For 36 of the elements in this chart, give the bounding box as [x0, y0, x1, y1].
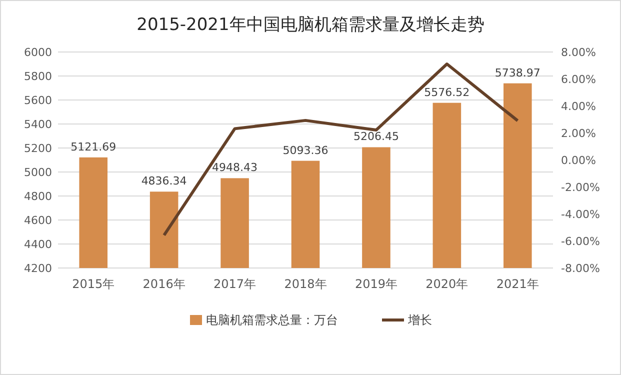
- y-tick-label: 4600: [24, 214, 52, 227]
- text: 4836.34: [141, 174, 187, 188]
- x-tick-label: 2018年: [284, 277, 327, 291]
- y-tick-label: 5400: [24, 118, 52, 131]
- text: 4948.43: [212, 161, 258, 174]
- y-tick-label: 6000: [24, 46, 52, 59]
- y-tick-label: 5000: [24, 166, 52, 179]
- y2-tick-label: 8.00%: [561, 46, 596, 59]
- y-tick-label: 5600: [24, 94, 52, 107]
- text: 5121.69: [70, 140, 116, 154]
- y2-tick-label: 6.00%: [561, 72, 596, 86]
- y2-tick-label: 2.00%: [561, 126, 596, 140]
- legend-label: 增长: [407, 313, 432, 328]
- y2-tick-label: 4.00%: [561, 100, 596, 113]
- y2-tick-label: -6.00%: [561, 234, 600, 248]
- y-tick-label: 4400: [24, 238, 52, 251]
- text: 5576.52: [424, 86, 470, 99]
- y-tick-label: 5800: [24, 70, 52, 83]
- y2-tick-label: -2.00%: [561, 180, 600, 194]
- y2-tick-label: 0.00%: [561, 154, 596, 167]
- legend-label: 电脑机箱需求总量：万台: [206, 313, 338, 328]
- y2-tick-label: -4.00%: [561, 208, 600, 221]
- y-tick-label: 4800: [24, 190, 52, 203]
- x-tick-label: 2015年: [72, 277, 115, 291]
- x-tick-label: 2020年: [426, 277, 468, 291]
- x-tick-label: 2016年: [142, 277, 186, 291]
- text: 5206.45: [353, 130, 399, 144]
- text: 5738.97: [494, 66, 540, 80]
- y-tick-label: 4200: [24, 262, 52, 275]
- x-tick-label: 2021年: [496, 277, 539, 291]
- y2-tick-label: -8.00%: [561, 262, 600, 275]
- x-tick-label: 2019年: [354, 277, 398, 291]
- chart-title: 2015-2021年中国电脑机箱需求量及增长走势: [136, 15, 484, 35]
- x-tick-label: 2017年: [214, 277, 256, 291]
- y-tick-label: 5200: [24, 142, 52, 155]
- text: 5093.36: [282, 144, 328, 157]
